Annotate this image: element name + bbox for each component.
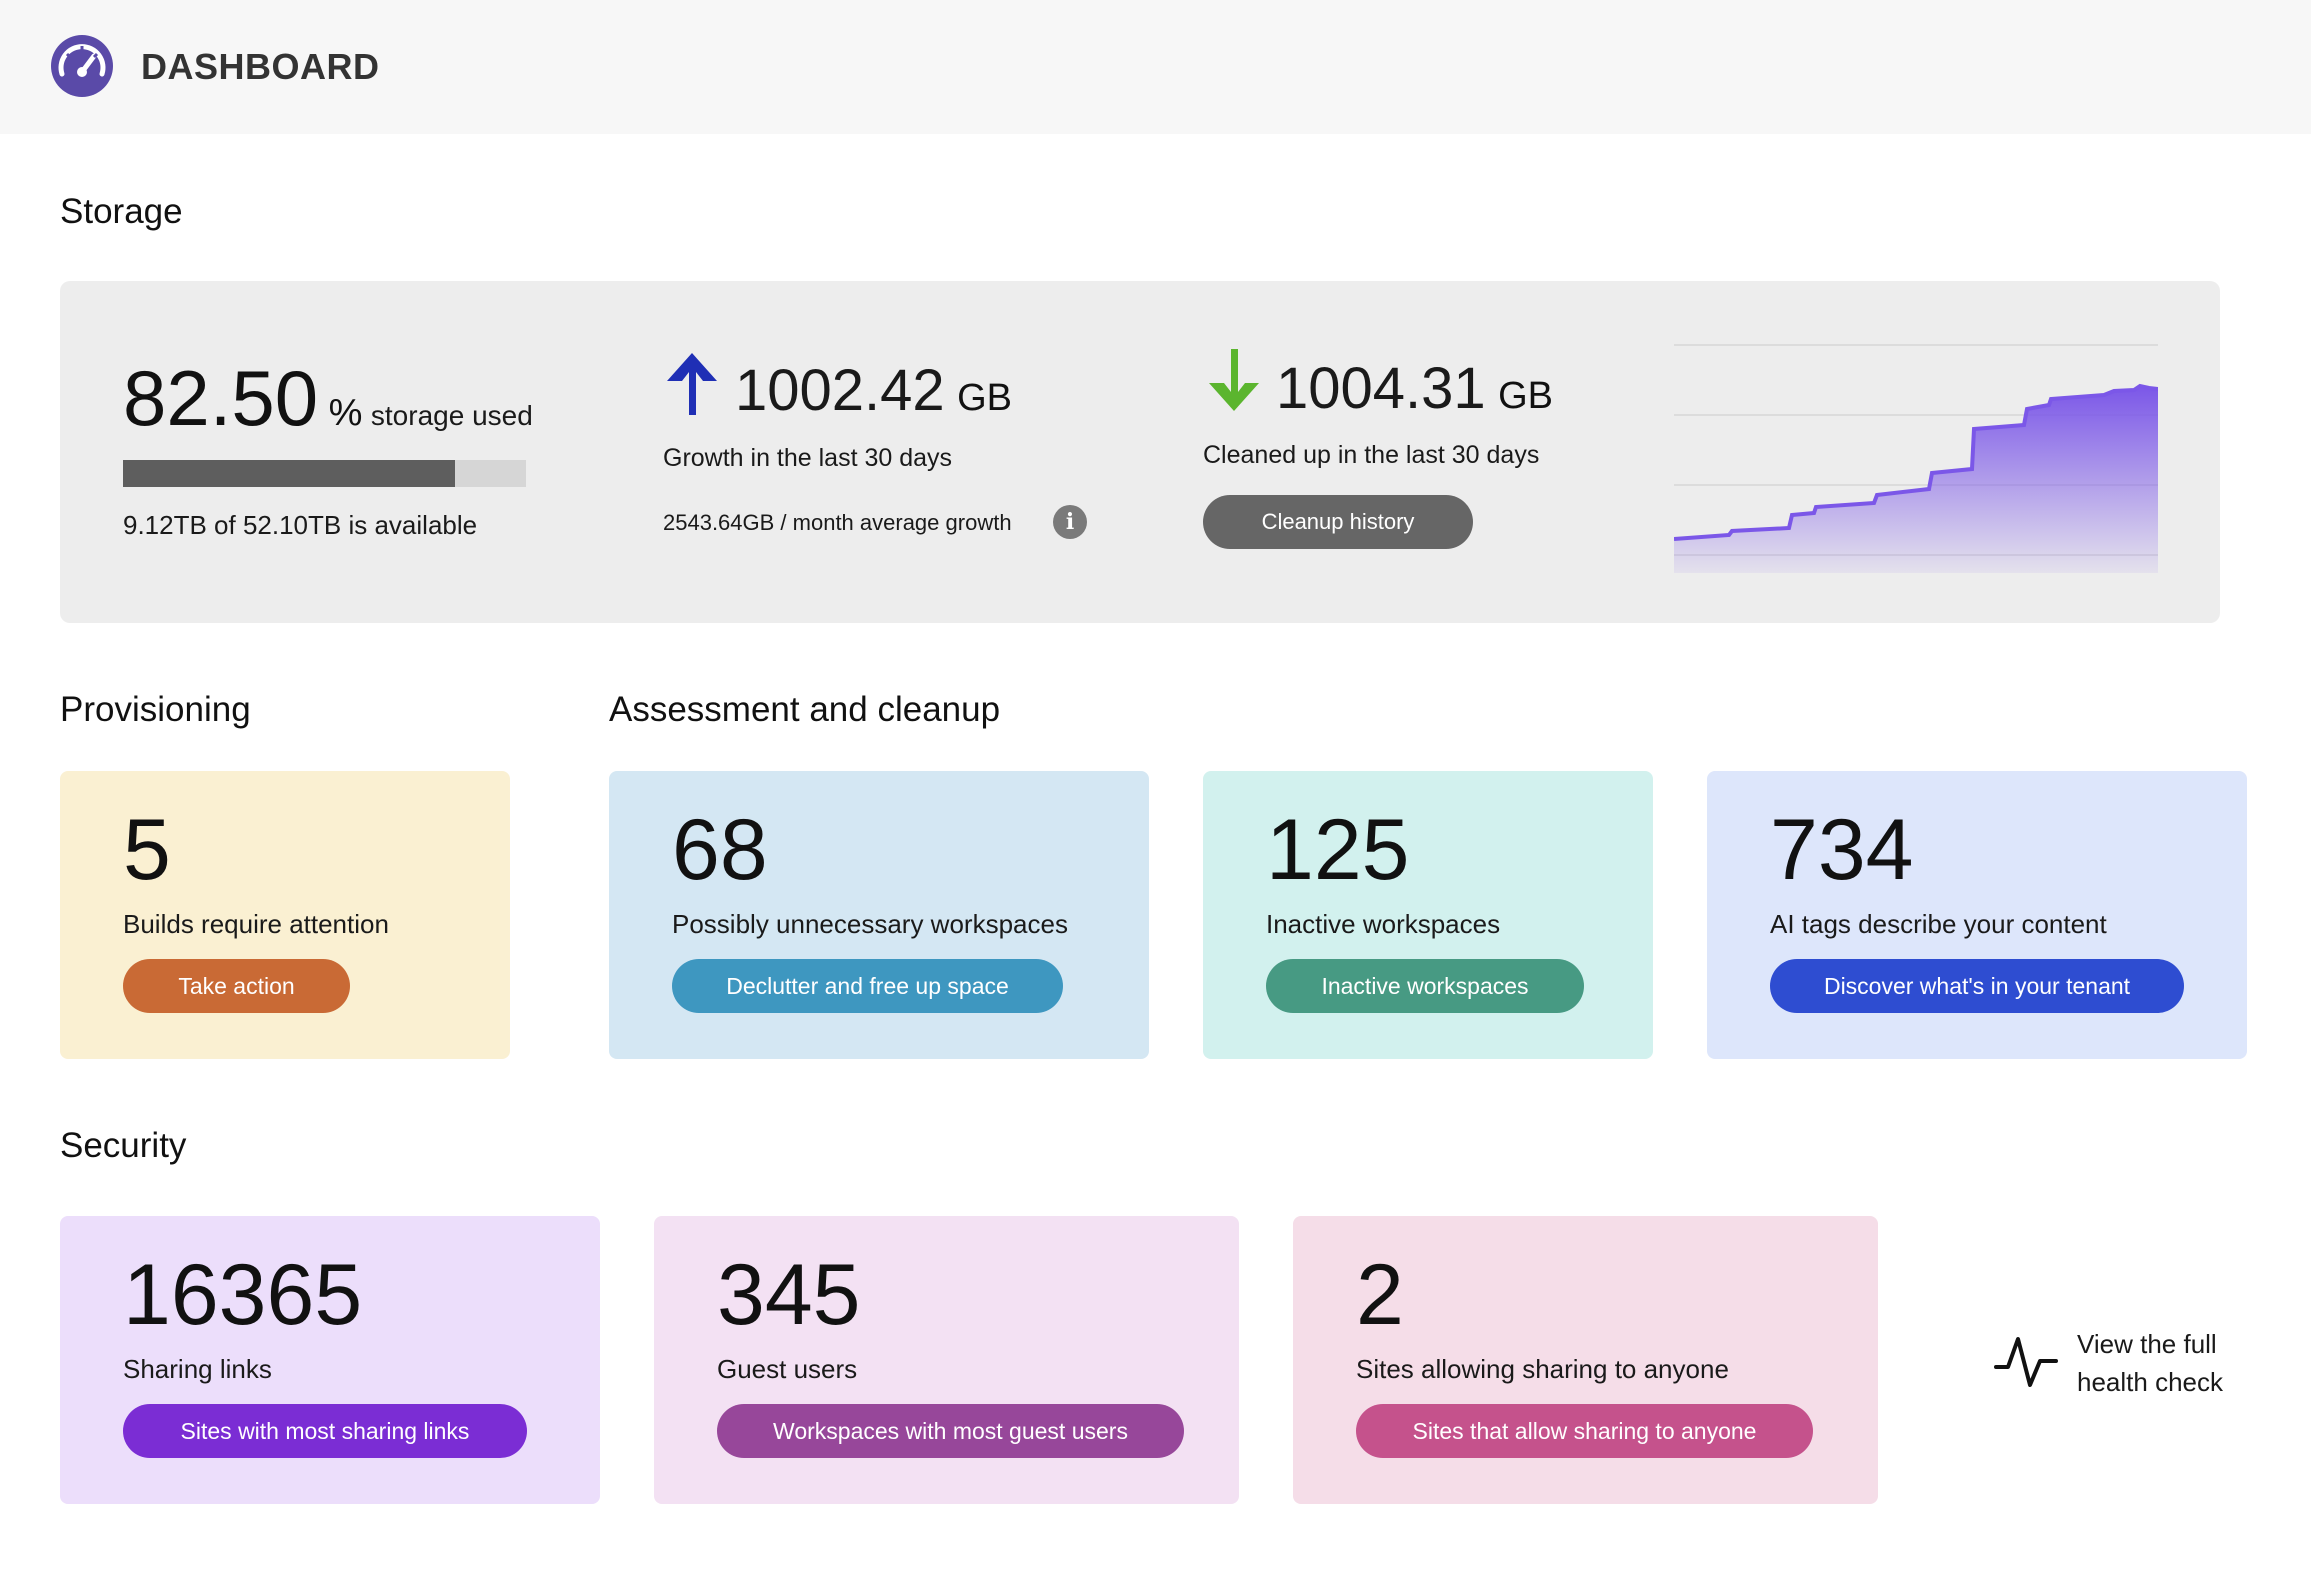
discover-tenant-button[interactable]: Discover what's in your tenant (1770, 959, 2184, 1013)
card-label: Guest users (717, 1354, 858, 1384)
sharing-anyone-button[interactable]: Sites that allow sharing to anyone (1356, 1404, 1813, 1458)
health-check-line2: health check (2077, 1367, 2223, 1397)
chart-line (1674, 383, 2158, 541)
storage-available-text: 9.12TB of 52.10TB is available (123, 510, 478, 540)
cleanup-history-button[interactable]: Cleanup history (1203, 495, 1473, 549)
provisioning-card: 5 Builds require attention Take action (60, 771, 510, 1059)
take-action-button[interactable]: Take action (123, 959, 350, 1013)
security-card-sharing-anyone: 2 Sites allowing sharing to anyone Sites… (1293, 1216, 1878, 1504)
assessment-card-ai-tags: 734 AI tags describe your content Discov… (1707, 771, 2247, 1059)
inactive-workspaces-button[interactable]: Inactive workspaces (1266, 959, 1584, 1013)
storage-progress-fill (123, 460, 456, 487)
app-title: DASHBOARD (141, 46, 380, 87)
speedometer-icon (51, 35, 113, 97)
chart-area (1674, 386, 2158, 573)
arrow-down-icon (1209, 349, 1259, 411)
storage-used-value: 82.50 (123, 354, 319, 442)
card-label: Sharing links (123, 1354, 272, 1384)
storage-progress-bar (123, 460, 526, 487)
card-label: Builds require attention (123, 909, 389, 939)
card-value: 68 (672, 802, 768, 898)
arrow-up-icon (667, 353, 717, 415)
assessment-card-unnecessary: 68 Possibly unnecessary workspaces Declu… (609, 771, 1149, 1059)
card-label: Possibly unnecessary workspaces (672, 909, 1068, 939)
card-value: 5 (123, 802, 171, 898)
storage-used-unit: % (328, 392, 363, 434)
growth-stat: 1002.42 GB (735, 357, 1012, 424)
cleaned-unit: GB (1498, 375, 1554, 417)
provisioning-section-title: Provisioning (60, 690, 251, 729)
sharing-links-button[interactable]: Sites with most sharing links (123, 1404, 527, 1458)
health-check-link[interactable]: View the full health check (1994, 1321, 2234, 1401)
card-value: 125 (1266, 802, 1410, 898)
card-label: AI tags describe your content (1770, 909, 2107, 939)
cleaned-stat: 1004.31 GB (1276, 355, 1553, 422)
health-check-line1: View the full (2077, 1329, 2217, 1359)
guest-users-button[interactable]: Workspaces with most guest users (717, 1404, 1184, 1458)
growth-average: 2543.64GB / month average growth (663, 510, 1012, 535)
growth-label: Growth in the last 30 days (663, 444, 953, 472)
health-check-text: View the full health check (2077, 1325, 2223, 1401)
assessment-section-title: Assessment and cleanup (609, 690, 1001, 729)
card-label: Sites allowing sharing to anyone (1356, 1354, 1729, 1384)
card-value: 16365 (123, 1247, 363, 1343)
card-value: 345 (717, 1247, 861, 1343)
storage-used-label: storage used (370, 400, 533, 431)
pulse-icon (1994, 1337, 2058, 1387)
storage-used-stat: 82.50 % storage used (123, 353, 533, 444)
assessment-card-inactive: 125 Inactive workspaces Inactive workspa… (1203, 771, 1653, 1059)
storage-panel: 82.50 % storage used 9.12TB of 52.10TB i… (60, 281, 2220, 623)
card-value: 734 (1770, 802, 1914, 898)
card-value: 2 (1356, 1247, 1404, 1343)
growth-value: 1002.42 (735, 358, 945, 423)
storage-sparkline-chart (1674, 344, 2158, 573)
security-card-guest-users: 345 Guest users Workspaces with most gue… (654, 1216, 1239, 1504)
cleaned-label: Cleaned up in the last 30 days (1203, 441, 1540, 469)
security-card-sharing-links: 16365 Sharing links Sites with most shar… (60, 1216, 600, 1504)
storage-section-title: Storage (60, 192, 183, 231)
card-label: Inactive workspaces (1266, 909, 1501, 939)
security-section-title: Security (60, 1126, 187, 1165)
growth-unit: GB (957, 377, 1013, 419)
header: DASHBOARD (0, 0, 2311, 134)
declutter-button[interactable]: Declutter and free up space (672, 959, 1063, 1013)
info-icon[interactable]: i (1053, 505, 1087, 539)
cleaned-value: 1004.31 (1276, 356, 1486, 421)
